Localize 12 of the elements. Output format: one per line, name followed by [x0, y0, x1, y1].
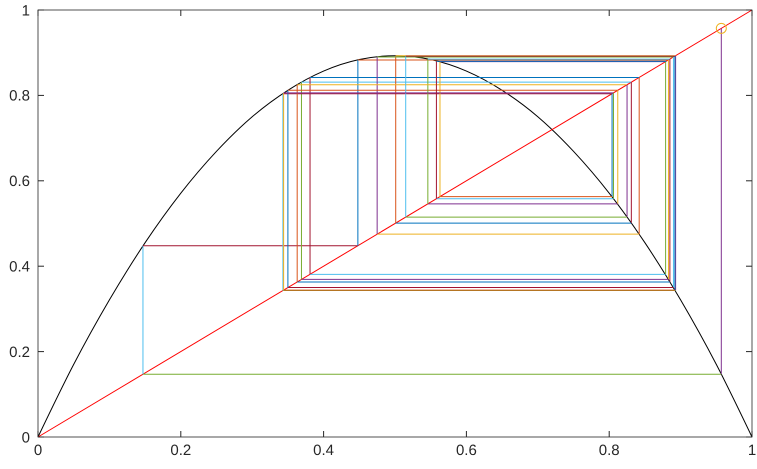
x-tick-label: 0.2 — [170, 442, 192, 459]
y-tick-label: 0.2 — [9, 344, 30, 361]
y-tick-label: 0 — [22, 429, 30, 446]
y-tick-label: 1 — [22, 2, 30, 20]
x-tick-label: 0.6 — [456, 442, 477, 459]
x-tick-label: 0 — [34, 442, 42, 459]
x-tick-label: 1 — [748, 442, 756, 459]
x-tick-label: 0.8 — [598, 442, 620, 459]
y-tick-label: 0.8 — [9, 88, 30, 105]
y-tick-label: 0.6 — [9, 173, 30, 190]
y-tick-label: 0.4 — [9, 258, 30, 276]
x-tick-label: 0.4 — [313, 442, 334, 459]
